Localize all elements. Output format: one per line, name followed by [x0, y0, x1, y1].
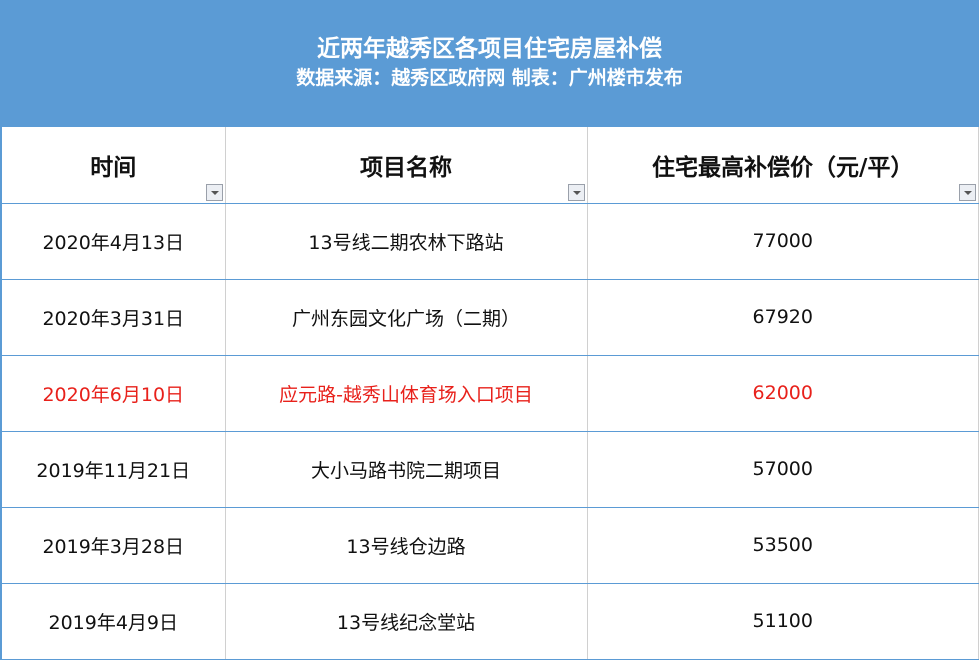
- cell-date: 2020年3月31日: [1, 279, 226, 356]
- cell-price: 57000: [587, 431, 979, 508]
- cell-project: 大小马路书院二期项目: [225, 431, 588, 508]
- cell-price: 77000: [587, 203, 979, 280]
- filter-dropdown-icon[interactable]: [205, 183, 223, 201]
- cell-project: 13号线二期农林下路站: [225, 203, 588, 280]
- cell-date: 2020年6月10日: [1, 355, 226, 432]
- filter-dropdown-icon[interactable]: [567, 183, 585, 201]
- table-row: 2019年4月9日 13号线纪念堂站 51100: [1, 583, 979, 660]
- cell-date: 2019年4月9日: [1, 583, 226, 660]
- cell-date: 2020年4月13日: [1, 203, 226, 280]
- table-row: 2020年3月31日 广州东园文化广场（二期） 67920: [1, 279, 979, 356]
- cell-date: 2019年3月28日: [1, 507, 226, 584]
- table-title: 近两年越秀区各项目住宅房屋补偿: [317, 36, 662, 62]
- table-row: 2019年11月21日 大小马路书院二期项目 57000: [1, 431, 979, 508]
- table-row: 2020年6月10日 应元路-越秀山体育场入口项目 62000: [1, 355, 979, 432]
- cell-project: 13号线纪念堂站: [225, 583, 588, 660]
- header-date: 时间: [1, 127, 226, 204]
- header-price: 住宅最高补偿价（元/平）: [587, 127, 979, 204]
- cell-project: 13号线仓边路: [225, 507, 588, 584]
- compensation-table: 时间 项目名称 住宅最高补偿价（元/平） 2020年4月13日 13号线二期农林下…: [0, 127, 979, 660]
- filter-dropdown-icon[interactable]: [959, 183, 976, 201]
- cell-date: 2019年11月21日: [1, 431, 226, 508]
- cell-project: 应元路-越秀山体育场入口项目: [225, 355, 588, 432]
- cell-price: 62000: [587, 355, 979, 432]
- header-project: 项目名称: [225, 127, 588, 204]
- cell-price: 53500: [587, 507, 979, 584]
- cell-price: 67920: [587, 279, 979, 356]
- title-banner: 近两年越秀区各项目住宅房屋补偿 数据来源：越秀区政府网 制表：广州楼市发布: [0, 0, 979, 127]
- table-subtitle: 数据来源：越秀区政府网 制表：广州楼市发布: [296, 67, 683, 89]
- table-row: 2019年3月28日 13号线仓边路 53500: [1, 507, 979, 584]
- table-row: 2020年4月13日 13号线二期农林下路站 77000: [1, 203, 979, 280]
- cell-price: 51100: [587, 583, 979, 660]
- cell-project: 广州东园文化广场（二期）: [225, 279, 588, 356]
